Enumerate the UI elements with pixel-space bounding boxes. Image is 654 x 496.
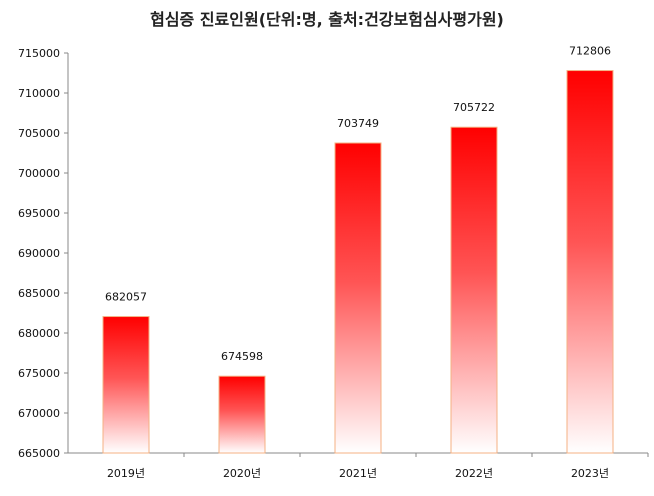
y-tick-label: 695000 (18, 207, 60, 220)
data-label: 674598 (221, 350, 263, 363)
y-tick-label: 675000 (18, 367, 60, 380)
y-tick-label: 700000 (18, 167, 60, 180)
y-tick-label: 715000 (18, 47, 60, 60)
bar-2019년 (102, 316, 150, 454)
x-axis-ticks: 2019년 2020년 2021년 2022년 2023년 (107, 453, 649, 480)
bar-2020년 (218, 375, 266, 454)
data-label: 682057 (105, 291, 147, 304)
y-tick-label: 670000 (18, 407, 60, 420)
y-tick-label: 710000 (18, 87, 60, 100)
y-axis-ticks: 665000 670000 675000 680000 685000 690000 6950… (18, 47, 68, 460)
y-tick-label: 690000 (18, 247, 60, 260)
bar-2023년 (566, 70, 614, 454)
bars (102, 70, 614, 454)
chart-title: 협심증 진료인원(단위:명, 출처:건강보험심사평가원) (150, 10, 504, 29)
data-label: 712806 (569, 45, 611, 58)
x-tick-label: 2019년 (107, 467, 145, 480)
y-tick-label: 665000 (18, 447, 60, 460)
y-tick-label: 680000 (18, 327, 60, 340)
x-tick-label: 2021년 (339, 467, 377, 480)
data-label: 703749 (337, 117, 379, 130)
y-tick-label: 685000 (18, 287, 60, 300)
bar-2022년 (450, 126, 498, 454)
bar-2021년 (334, 142, 382, 454)
data-labels: 682057 674598 703749 705722 712806 (105, 45, 611, 364)
x-tick-label: 2023년 (571, 467, 609, 480)
x-tick-label: 2022년 (455, 467, 493, 480)
y-tick-label: 705000 (18, 127, 60, 140)
x-tick-label: 2020년 (223, 467, 261, 480)
data-label: 705722 (453, 101, 495, 114)
